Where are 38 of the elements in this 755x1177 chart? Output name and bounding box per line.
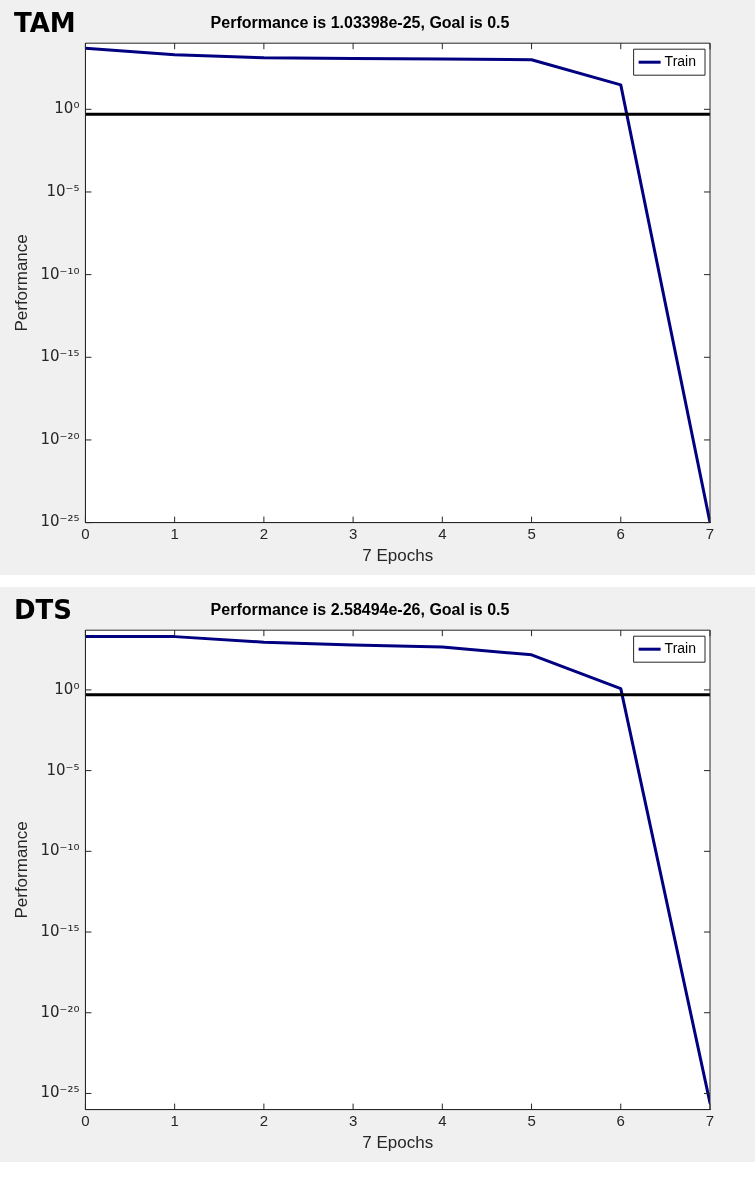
y-tick-label: 10⁻¹⁵ <box>40 347 80 366</box>
text: TAM <box>14 8 76 38</box>
text: DTS <box>14 595 73 625</box>
y-tick-label: 10⁻²⁵ <box>40 512 80 531</box>
y-tick-label: 10⁻²⁰ <box>40 1002 80 1021</box>
y-tick-label: 10⁻⁵ <box>46 181 80 200</box>
x-tick-label: 7 <box>705 524 715 542</box>
y-tick-label: 10⁻¹⁵ <box>40 921 80 940</box>
y-tick-label: 10⁻²⁰ <box>40 429 80 448</box>
y-axis-title: Performance <box>11 234 31 332</box>
y-tick-label: 10⁻¹⁰ <box>40 264 80 283</box>
legend-label: Train <box>664 640 697 657</box>
x-tick-label: 1 <box>170 1111 179 1129</box>
x-tick-label: 6 <box>616 524 625 542</box>
legend-label: Train <box>664 53 697 70</box>
x-axis-title: 7 Epochs <box>362 546 434 566</box>
y-tick-label: 10⁻¹⁰ <box>40 841 80 860</box>
x-tick-label: 3 <box>348 524 358 542</box>
x-tick-label: 4 <box>438 1111 447 1129</box>
x-tick-label: 6 <box>616 1111 625 1129</box>
y-tick-label: 10⁰ <box>54 99 80 118</box>
y-tick-label: 10⁻²⁵ <box>40 1083 80 1102</box>
x-tick-label: 0 <box>81 1111 90 1129</box>
x-tick-label: 2 <box>259 524 269 542</box>
x-axis-title: 7 Epochs <box>362 1133 434 1153</box>
y-tick-label: 10⁰ <box>54 679 80 698</box>
x-tick-label: 4 <box>438 524 447 542</box>
chart-title: Performance is 2.58494e-26, Goal is 0.5 <box>210 601 510 619</box>
x-tick-label: 5 <box>527 524 536 542</box>
y-tick-label: 10⁻⁵ <box>46 760 80 779</box>
chart-title: Performance is 1.03398e-25, Goal is 0.5 <box>210 14 510 32</box>
x-tick-label: 3 <box>348 1111 358 1129</box>
x-tick-label: 0 <box>81 524 90 542</box>
x-tick-label: 7 <box>705 1111 715 1129</box>
x-tick-label: 2 <box>259 1111 269 1129</box>
x-tick-label: 5 <box>527 1111 536 1129</box>
y-axis-title: Performance <box>11 821 31 919</box>
x-tick-label: 1 <box>170 524 179 542</box>
